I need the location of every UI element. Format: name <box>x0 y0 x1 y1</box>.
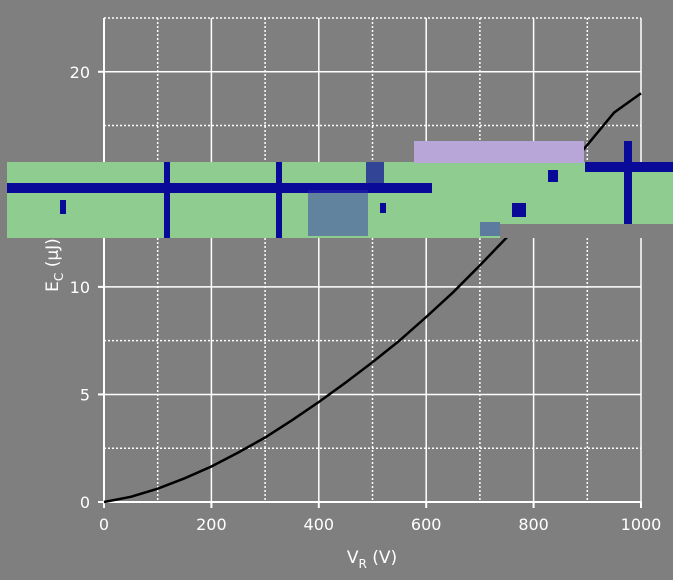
x-tick-label: 800 <box>518 515 549 534</box>
x-tick-label: 400 <box>304 515 335 534</box>
ticks: 0 200 400 600 800 1000 0 5 10 20 <box>70 63 662 534</box>
x-axis-label-sub: R <box>358 557 366 571</box>
x-tick-label: 600 <box>411 515 442 534</box>
y-axis-label-main: E <box>43 281 63 292</box>
x-tick-label: 0 <box>99 515 109 534</box>
y-axis-label-unit: (μJ) <box>43 238 63 273</box>
x-tick-label: 1000 <box>621 515 662 534</box>
x-axis-label-main: V <box>347 548 359 568</box>
y-tick-label: 10 <box>70 278 90 297</box>
y-tick-label: 5 <box>80 385 90 404</box>
y-tick-label: 20 <box>70 63 90 82</box>
glitch-band <box>7 141 673 238</box>
y-axis-label: EC (μJ) <box>43 238 66 292</box>
x-axis-label-unit: (V) <box>367 548 397 568</box>
x-axis-label: VR (V) <box>347 548 397 571</box>
y-tick-label: 0 <box>80 493 90 512</box>
y-axis-label-sub: C <box>52 273 66 281</box>
x-tick-label: 200 <box>196 515 227 534</box>
